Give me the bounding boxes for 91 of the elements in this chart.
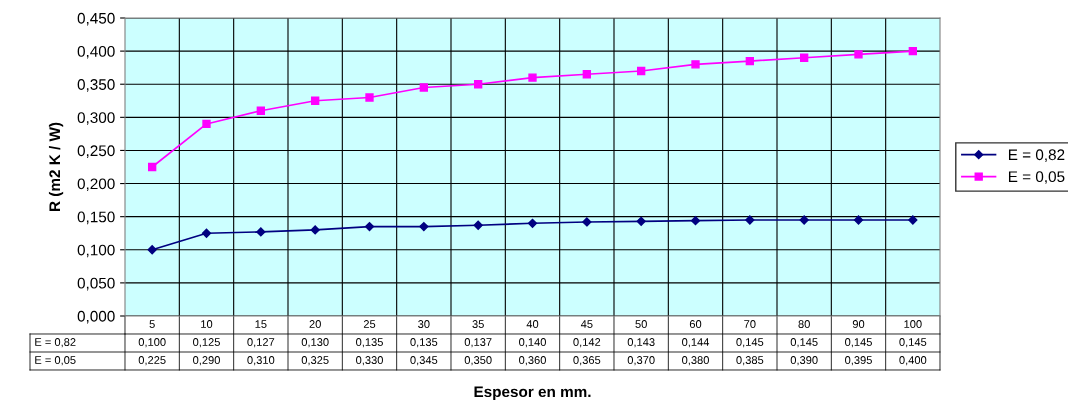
x-tick-label: 15 <box>255 320 267 328</box>
y-tick-label: 0,350 <box>77 79 115 92</box>
point <box>799 53 809 62</box>
data-label: 0,143 <box>627 338 655 348</box>
data-label: 0,145 <box>736 338 764 348</box>
y-tick-label: 0,250 <box>77 145 115 158</box>
x-tick-label: 45 <box>580 320 593 328</box>
point <box>908 46 918 56</box>
data-label: 0,225 <box>138 356 166 366</box>
x-tick-label: 40 <box>526 320 539 328</box>
data-label: 0,350 <box>464 356 492 366</box>
data-label: 0,130 <box>301 338 329 348</box>
point <box>473 220 483 230</box>
point <box>202 119 211 129</box>
y-tick-label: 0,050 <box>77 277 115 291</box>
data-label: 0,145 <box>790 338 818 348</box>
x-tick-label: 80 <box>798 320 810 328</box>
x-tick-label: 70 <box>744 320 756 328</box>
data-label: 0,145 <box>845 338 872 348</box>
y-tick-label: 0,150 <box>77 211 115 225</box>
point <box>799 215 809 225</box>
point <box>419 221 429 232</box>
data-label: 0,360 <box>519 356 546 366</box>
data-label: 0,135 <box>410 338 438 348</box>
point <box>690 216 701 226</box>
y-axis-title: R (m2 K / W) <box>48 122 64 211</box>
x-tick-label: 50 <box>635 320 647 328</box>
x-tick-label: 60 <box>689 320 702 328</box>
data-label: 0,390 <box>790 356 818 366</box>
data-label: 0,365 <box>573 356 601 366</box>
x-tick-label: 10 <box>201 320 213 328</box>
point <box>419 83 429 92</box>
data-label: 0,395 <box>845 356 872 366</box>
data-label: 0,345 <box>410 356 438 366</box>
point <box>147 245 157 255</box>
point <box>201 228 212 238</box>
data-label: 0,140 <box>519 338 546 348</box>
point <box>854 50 863 59</box>
data-label: 0,127 <box>247 338 275 348</box>
x-tick-label: 25 <box>363 320 376 328</box>
data-label: 0,137 <box>464 338 492 348</box>
x-tick-label: 100 <box>904 320 922 328</box>
y-tick-label: 0,450 <box>77 12 115 26</box>
x-tick-label: 20 <box>309 320 321 328</box>
point <box>256 106 266 115</box>
point <box>582 217 592 227</box>
point <box>256 227 266 237</box>
data-label: 0,144 <box>682 338 710 348</box>
y-tick-label: 0,000 <box>77 310 115 324</box>
x-tick-label: 30 <box>418 320 430 328</box>
point <box>310 225 320 235</box>
data-label: 0,142 <box>573 338 601 348</box>
data-label: 0,325 <box>301 356 329 366</box>
point <box>853 215 864 225</box>
legend-label: E = 0,05 <box>1008 171 1065 184</box>
point <box>745 215 755 225</box>
y-tick-label: 0,100 <box>77 244 115 258</box>
data-label: 0,125 <box>193 338 220 348</box>
data-label: 0,400 <box>899 356 927 366</box>
point <box>365 93 374 102</box>
x-tick-label: 5 <box>149 320 155 328</box>
data-label: 0,385 <box>736 356 764 366</box>
y-tick-label: 0,300 <box>77 112 115 125</box>
point <box>636 216 646 226</box>
legend-label: E = 0,82 <box>1008 149 1065 162</box>
y-tick-label: 0,400 <box>77 45 115 59</box>
point <box>908 215 918 225</box>
data-label: 0,290 <box>193 356 220 366</box>
point <box>582 70 592 79</box>
point <box>527 218 538 228</box>
data-label: 0,370 <box>627 356 655 366</box>
point <box>310 96 320 105</box>
text: E = 0,82 <box>35 338 76 348</box>
point <box>745 56 755 66</box>
data-label: 0,145 <box>899 338 927 348</box>
data-label: 0,310 <box>247 356 275 366</box>
x-axis-title: Espesor en mm. <box>474 386 591 401</box>
point <box>473 80 483 89</box>
data-label: 0,100 <box>138 338 166 348</box>
data-label: 0,380 <box>682 356 709 366</box>
point <box>691 60 700 69</box>
data-label: 0,330 <box>356 356 383 366</box>
y-tick-label: 0,200 <box>77 178 115 192</box>
data-label: 0,135 <box>356 338 383 348</box>
text: E = 0,05 <box>35 356 76 366</box>
point <box>147 162 157 172</box>
point <box>528 73 537 82</box>
x-tick-label: 35 <box>472 320 484 328</box>
point <box>636 66 646 76</box>
point <box>364 221 375 232</box>
x-tick-label: 90 <box>852 320 865 328</box>
